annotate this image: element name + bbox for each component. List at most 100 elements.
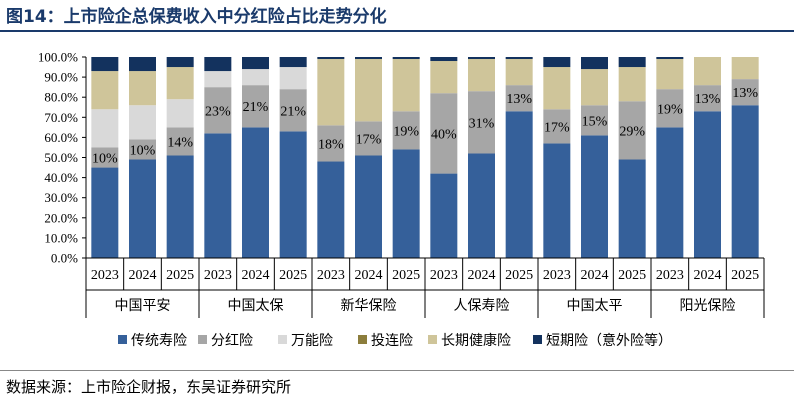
- bar-segment: [430, 93, 458, 174]
- group-label: 人保寿险: [454, 297, 510, 314]
- legend-swatch: [428, 335, 437, 344]
- bar-segment: [204, 71, 232, 88]
- bar-segment: [731, 105, 759, 259]
- bar-segment: [317, 161, 345, 258]
- bar-segment: [581, 135, 608, 258]
- bar-segment: [166, 155, 194, 258]
- bar-segment: [618, 57, 646, 68]
- year-label: 2024: [581, 268, 609, 283]
- bar-segment: [694, 85, 721, 112]
- bar-segment: [91, 147, 119, 168]
- year-label: 2023: [656, 268, 684, 283]
- y-tick-label: 50.0%: [44, 150, 78, 165]
- year-label: 2024: [129, 268, 157, 283]
- data-label: 13%: [695, 92, 721, 107]
- bar-segment: [91, 71, 119, 110]
- bar-segment: [355, 59, 382, 122]
- bar-segment: [618, 67, 646, 102]
- group-label: 中国太保: [228, 298, 284, 314]
- year-label: 2025: [505, 268, 533, 283]
- bar-segment: [129, 105, 156, 140]
- bar-segment: [543, 143, 571, 258]
- bar-segment: [129, 159, 156, 258]
- bar-segment: [166, 67, 194, 100]
- legend-swatch: [278, 335, 287, 344]
- year-label: 2024: [355, 268, 383, 283]
- data-label: 18%: [318, 137, 344, 152]
- bar-segment: [656, 59, 684, 90]
- y-tick-label: 20.0%: [44, 210, 78, 225]
- bar-segment: [505, 59, 533, 86]
- legend-label: 短期险（意外险等）: [546, 332, 672, 349]
- source-divider: [0, 370, 794, 371]
- legend-label: 长期健康险: [441, 332, 511, 349]
- data-label: 14%: [167, 135, 193, 150]
- source-note: 数据来源：上市险企财报，东吴证券研究所: [6, 378, 292, 396]
- bar-segment: [279, 57, 307, 68]
- bar-segment: [543, 67, 571, 110]
- year-label: 2024: [694, 268, 722, 283]
- bar-segment: [166, 99, 194, 128]
- bar-segment: [317, 125, 345, 162]
- bar-segment: [581, 57, 608, 70]
- y-tick-label: 60.0%: [44, 130, 78, 145]
- bar-segment: [656, 57, 684, 60]
- bar-segment: [242, 57, 269, 70]
- bar-segment: [430, 173, 458, 258]
- legend-label: 传统寿险: [131, 332, 187, 349]
- legend-swatch: [118, 335, 127, 344]
- data-label: 10%: [130, 143, 156, 158]
- y-tick-label: 100.0%: [38, 50, 78, 65]
- bar-segment: [204, 87, 232, 134]
- bar-segment: [694, 111, 721, 259]
- bar-segment: [543, 57, 571, 68]
- y-tick-label: 0.0%: [51, 251, 78, 266]
- bar-segment: [618, 101, 646, 160]
- bar-segment: [430, 61, 458, 94]
- bar-segment: [242, 127, 269, 258]
- figure-title: 图14：上市险企总保费收入中分红险占比走势分化: [6, 7, 387, 27]
- year-label: 2024: [468, 268, 496, 283]
- bar-segment: [279, 89, 307, 132]
- legend-label: 分红险: [211, 333, 253, 349]
- y-tick-label: 80.0%: [44, 90, 78, 105]
- legend-label: 万能险: [291, 333, 333, 349]
- y-tick-label: 90.0%: [44, 70, 78, 85]
- y-tick-label: 40.0%: [44, 170, 78, 185]
- bar-segment: [731, 57, 759, 80]
- legend-swatch: [533, 335, 542, 344]
- bar-segment: [656, 89, 684, 128]
- bar-segment: [430, 57, 458, 62]
- bar-segment: [656, 127, 684, 258]
- bar-segment: [392, 57, 420, 60]
- bar-segment: [242, 85, 269, 128]
- data-label: 17%: [356, 132, 382, 147]
- legend-swatch: [358, 335, 367, 344]
- bar-segment: [392, 111, 420, 150]
- legend-swatch: [198, 335, 207, 344]
- year-label: 2025: [166, 268, 194, 283]
- year-label: 2023: [317, 268, 345, 283]
- bar-segment: [581, 105, 608, 136]
- bar-segment: [129, 57, 156, 72]
- bar-segment: [468, 57, 495, 60]
- bar-segment: [505, 85, 533, 112]
- bar-segment: [91, 167, 119, 258]
- year-label: 2023: [204, 268, 232, 283]
- year-label: 2025: [392, 268, 420, 283]
- bar-segment: [468, 153, 495, 258]
- data-label: 19%: [657, 102, 683, 117]
- bar-segment: [694, 57, 721, 86]
- bar-segment: [505, 57, 533, 60]
- bar-segment: [166, 127, 194, 156]
- year-label: 2023: [430, 268, 458, 283]
- title-divider: [0, 30, 794, 32]
- bar-segment: [317, 59, 345, 126]
- bar-segment: [129, 71, 156, 106]
- data-label: 17%: [544, 120, 570, 135]
- year-label: 2023: [91, 268, 119, 283]
- bar-segment: [355, 57, 382, 60]
- bar-segment: [618, 159, 646, 258]
- data-label: 40%: [431, 127, 457, 142]
- y-tick-label: 70.0%: [44, 110, 78, 125]
